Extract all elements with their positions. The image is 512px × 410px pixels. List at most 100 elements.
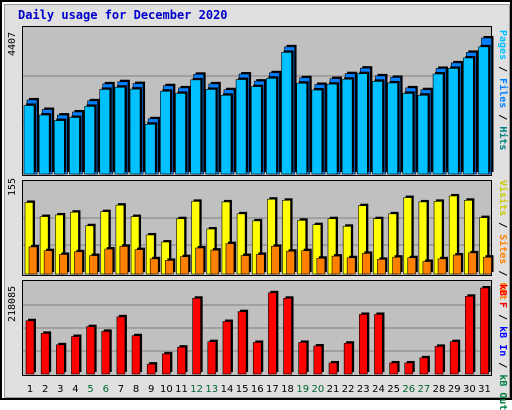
sites-bar-17	[271, 246, 280, 275]
kbf-bar-24	[374, 314, 383, 375]
kbf-bar-2	[40, 333, 50, 375]
pages-bar-27	[417, 94, 429, 175]
day-label-19: 19	[296, 384, 309, 395]
pages-bar-12	[190, 79, 201, 175]
day-label-5: 5	[87, 384, 93, 395]
sites-bar-22	[346, 257, 356, 275]
kbf-bar-9	[146, 363, 156, 375]
day-label-26: 26	[402, 384, 415, 395]
kbf-bar-8	[131, 335, 141, 375]
sites-bar-6	[104, 248, 114, 275]
sites-bar-25	[392, 256, 401, 275]
day-label-27: 27	[418, 384, 431, 395]
day-label-30: 30	[463, 384, 476, 395]
sites-bar-24	[377, 259, 386, 275]
pages-bar-28	[432, 73, 444, 175]
sites-bar-27	[422, 261, 432, 275]
sites-bar-19	[301, 250, 311, 275]
kbf-bar-17	[268, 292, 277, 375]
sites-bar-8	[134, 249, 144, 275]
day-label-8: 8	[133, 384, 139, 395]
pages-bar-6	[99, 89, 111, 175]
day-label-29: 29	[448, 384, 461, 395]
kbf-bar-31	[480, 287, 489, 375]
pages-bar-25	[387, 82, 398, 175]
chart-title: Daily usage for December 2020	[18, 8, 228, 22]
day-label-24: 24	[372, 384, 385, 395]
pages-bar-5	[84, 106, 95, 175]
kbf-bar-5	[86, 326, 95, 375]
day-label-20: 20	[311, 384, 324, 395]
kbf-bar-28	[434, 346, 444, 375]
sites-bar-14	[225, 243, 235, 275]
day-label-16: 16	[251, 384, 264, 395]
day-label-21: 21	[327, 384, 340, 395]
pages-bar-17	[266, 78, 277, 175]
day-label-15: 15	[236, 384, 249, 395]
day-label-18: 18	[281, 384, 294, 395]
kbf-bar-16	[252, 342, 262, 375]
kbf-bar-13	[207, 341, 217, 375]
pages-bar-11	[175, 93, 186, 175]
kbf-bar-20	[313, 345, 323, 375]
kbf-bar-23	[358, 314, 368, 375]
day-label-22: 22	[342, 384, 355, 395]
pages-bar-7	[114, 86, 126, 175]
chart-svg: 1 2 3 4 5 6 7 8 9 10 11 12 13 14 15 16 17 18 19 20 21 22 23 24 2…	[23, 36, 494, 395]
kbf-bar-3	[55, 344, 65, 375]
kbf-bar-10	[162, 353, 171, 375]
kbf-bar-21	[328, 362, 338, 375]
pages-bar-15	[235, 79, 247, 175]
pages-bar-22	[341, 78, 353, 175]
pages-bar-19	[296, 82, 308, 175]
kbf-bar-4	[71, 336, 80, 375]
sites-bar-20	[316, 257, 326, 275]
kbf-bar-25	[389, 362, 398, 375]
kbf-bar-6	[101, 331, 111, 375]
pages-bar-24	[372, 81, 383, 175]
day-label-23: 23	[357, 384, 370, 395]
day-label-1: 1	[27, 384, 33, 395]
pages-bar-30	[463, 57, 474, 175]
pages-bar-31	[478, 46, 489, 175]
sites-bar-15	[240, 255, 250, 275]
sites-bar-23	[361, 253, 371, 275]
sites-bar-4	[74, 251, 83, 275]
sites-bar-26	[407, 257, 417, 275]
sites-bar-1	[28, 246, 38, 275]
day-label-9: 9	[148, 384, 154, 395]
pages-bar-4	[69, 117, 80, 175]
day-label-2: 2	[42, 384, 48, 395]
sites-bar-18	[286, 250, 295, 275]
pages-bar-13	[205, 89, 217, 175]
day-label-4: 4	[72, 384, 78, 395]
sites-bar-31	[483, 256, 492, 275]
day-label-12: 12	[190, 384, 203, 395]
kbf-bar-1	[25, 320, 35, 375]
day-label-25: 25	[387, 384, 400, 395]
kbf-bar-12	[192, 297, 201, 375]
pages-bar-8	[129, 88, 141, 175]
pages-bar-10	[160, 90, 171, 175]
day-label-10: 10	[160, 384, 173, 395]
kbf-bar-19	[298, 342, 308, 375]
pages-bar-9	[144, 124, 156, 175]
sites-bar-16	[255, 254, 265, 275]
day-label-3: 3	[57, 384, 63, 395]
day-label-11: 11	[175, 384, 188, 395]
sites-bar-2	[43, 250, 53, 275]
kbf-bar-11	[177, 346, 186, 375]
sites-bar-7	[119, 246, 129, 275]
day-label-31: 31	[478, 384, 491, 395]
pages-bar-20	[311, 89, 323, 175]
pages-bar-29	[447, 68, 459, 175]
pages-bar-16	[250, 86, 262, 175]
day-label-14: 14	[221, 384, 234, 395]
day-label-17: 17	[266, 384, 279, 395]
sites-bar-9	[149, 258, 159, 275]
day-label-28: 28	[433, 384, 446, 395]
kbf-bar-27	[419, 357, 429, 375]
pages-bar-18	[281, 52, 292, 175]
sites-bar-10	[165, 260, 174, 275]
day-label-13: 13	[205, 384, 218, 395]
